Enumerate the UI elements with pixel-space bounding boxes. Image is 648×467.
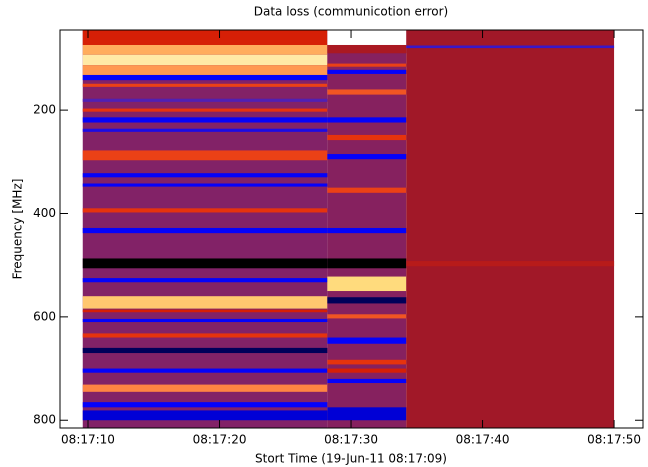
band <box>82 128 328 132</box>
y-tick-label: 200 <box>33 103 56 117</box>
x-tick-label: 08:17:40 <box>456 433 510 447</box>
band <box>406 261 615 267</box>
x-axis-label: Stort Time (19-Jun-11 08:17:09) <box>255 452 447 466</box>
band <box>327 297 407 304</box>
band <box>82 309 328 313</box>
band <box>327 337 407 344</box>
band <box>327 63 407 67</box>
band <box>327 134 407 141</box>
band <box>327 258 407 269</box>
band <box>82 98 328 102</box>
band <box>327 314 407 319</box>
band <box>406 45 615 49</box>
band <box>327 30 407 45</box>
y-axis-label: Frequency [MHz] <box>11 179 25 280</box>
segment-background <box>406 30 615 428</box>
band <box>327 368 407 373</box>
band <box>82 384 328 392</box>
band <box>82 150 328 161</box>
band <box>327 187 407 193</box>
chart-title: Data loss (communicotion error) <box>254 5 448 19</box>
x-tick-label: 08:17:20 <box>193 433 247 447</box>
band <box>82 410 328 421</box>
band <box>82 347 328 354</box>
band <box>82 208 328 213</box>
band <box>327 69 407 74</box>
band <box>82 258 328 269</box>
band <box>82 30 328 45</box>
band <box>82 368 328 373</box>
band <box>82 278 328 283</box>
band <box>82 183 328 187</box>
band <box>82 173 328 178</box>
band <box>327 276 407 292</box>
band <box>82 65 328 75</box>
band <box>82 74 328 81</box>
band <box>327 89 407 95</box>
y-tick-label: 600 <box>33 309 56 323</box>
x-tick-label: 08:17:10 <box>61 433 115 447</box>
band <box>82 108 328 112</box>
x-tick-label: 08:17:30 <box>324 433 378 447</box>
y-tick-label: 800 <box>33 413 56 427</box>
band <box>82 402 328 408</box>
band <box>327 359 407 365</box>
band <box>327 44 407 54</box>
band <box>82 227 328 234</box>
band <box>82 83 328 87</box>
x-tick-label: 08:17:50 <box>587 433 641 447</box>
band <box>82 296 328 309</box>
band <box>82 117 328 123</box>
band <box>327 227 407 234</box>
band <box>82 318 328 323</box>
band <box>327 407 407 421</box>
band <box>327 378 407 384</box>
band <box>82 333 328 338</box>
band <box>327 117 407 123</box>
band <box>82 44 328 55</box>
band <box>327 154 407 160</box>
y-tick-label: 400 <box>33 206 56 220</box>
band <box>82 54 328 66</box>
